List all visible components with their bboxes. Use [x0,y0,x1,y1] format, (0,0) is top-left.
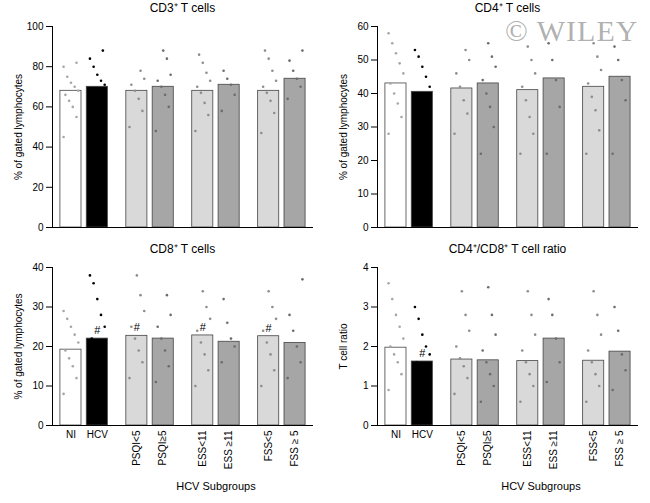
svg-text:HCV Subgroups: HCV Subgroups [501,480,581,492]
svg-text:0: 0 [38,222,44,233]
svg-text:20: 20 [32,182,44,193]
svg-text:PSQI≥5: PSQI≥5 [157,430,168,465]
svg-text:80: 80 [32,61,44,72]
svg-text:ESS ≥11: ESS ≥11 [548,430,559,469]
svg-text:40: 40 [357,88,369,99]
svg-text:ESS ≥11: ESS ≥11 [223,430,234,469]
html-text:CD4⁺ T cells: CD4⁺ T cells [474,1,541,15]
svg-text:PSQI<5: PSQI<5 [131,430,142,466]
svg-text:HCV: HCV [412,429,433,440]
svg-text:NI: NI [66,429,76,440]
svg-text:30: 30 [32,301,44,312]
html-text:CD8⁺ T cells: CD8⁺ T cells [149,242,216,256]
svg-text:0: 0 [363,222,369,233]
svg-text:100: 100 [27,21,44,32]
svg-text:60: 60 [32,101,44,112]
svg-text:PSQI<5: PSQI<5 [456,430,467,466]
svg-text:FSS ≥ 5: FSS ≥ 5 [289,430,300,466]
svg-text:60: 60 [357,21,369,32]
svg-text:20: 20 [357,155,369,166]
svg-text:ESS<11: ESS<11 [522,430,533,467]
svg-text:#: # [94,324,101,336]
svg-text:% of gated lymphocytes: % of gated lymphocytes [13,293,24,399]
svg-text:4: 4 [363,262,369,273]
svg-text:3: 3 [363,301,369,312]
svg-text:FSS<5: FSS<5 [263,430,274,461]
html-text:CD3⁺ T cells: CD3⁺ T cells [149,1,216,15]
svg-text:% of gated lymphocytes: % of gated lymphocytes [338,74,349,180]
svg-text:20: 20 [32,341,44,352]
svg-text:10: 10 [32,380,44,391]
svg-text:50: 50 [357,54,369,65]
svg-text:HCV Subgroups: HCV Subgroups [176,480,256,492]
svg-text:#: # [419,347,426,359]
svg-text:0: 0 [38,420,44,431]
svg-text:#: # [200,321,207,333]
svg-text:FSS ≥ 5: FSS ≥ 5 [614,430,625,466]
svg-text:10: 10 [357,188,369,199]
svg-text:T cell ratio: T cell ratio [338,323,349,369]
html-text:CD4⁺/CD8⁺ T cell ratio: CD4⁺/CD8⁺ T cell ratio [448,242,567,256]
svg-text:NI: NI [391,429,401,440]
svg-text:PSQI≥5: PSQI≥5 [482,430,493,465]
svg-text:FSS<5: FSS<5 [588,430,599,461]
svg-text:30: 30 [357,121,369,132]
svg-text:#: # [134,321,141,333]
svg-text:HCV: HCV [87,429,108,440]
svg-text:#: # [266,322,273,334]
svg-text:40: 40 [32,262,44,273]
svg-text:2: 2 [363,341,369,352]
html-text:© WILEY: © WILEY [505,14,639,47]
svg-text:1: 1 [363,380,369,391]
svg-text:% of gated lymphocytes: % of gated lymphocytes [13,74,24,180]
svg-text:40: 40 [32,141,44,152]
svg-text:0: 0 [363,420,369,431]
svg-text:ESS<11: ESS<11 [197,430,208,467]
